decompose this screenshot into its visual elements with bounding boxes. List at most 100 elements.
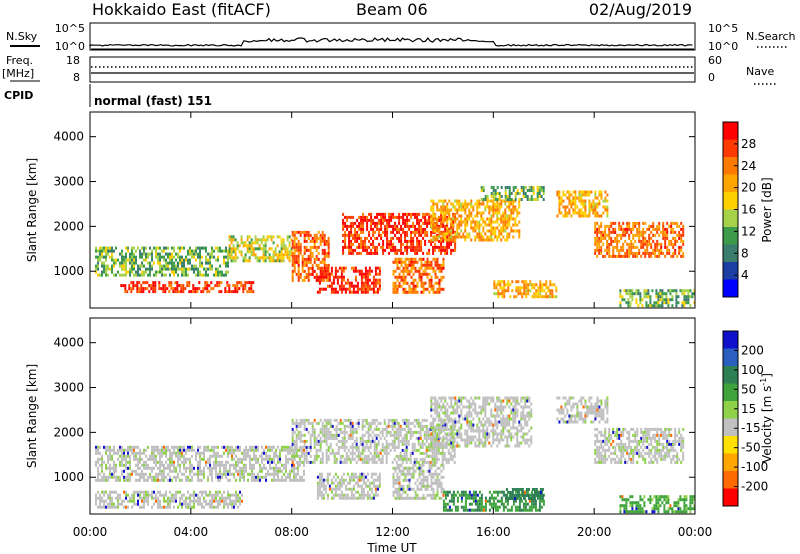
- power-cell: [444, 251, 447, 255]
- power-cell: [638, 224, 641, 228]
- power-cell: [406, 212, 409, 216]
- velocity-cell: [379, 436, 382, 440]
- velocity-cell: [291, 445, 293, 449]
- velocity-cell: [177, 475, 179, 479]
- power-cell: [103, 267, 105, 271]
- power-cell: [370, 251, 373, 255]
- velocity-cell: [324, 490, 327, 494]
- power-cell: [517, 289, 520, 293]
- power-cell: [507, 289, 510, 293]
- velocity-cell: [375, 436, 378, 440]
- velocity-cell: [107, 496, 109, 500]
- velocity-cell: [197, 469, 199, 473]
- power-cell: [436, 233, 439, 237]
- velocity-cell: [235, 502, 237, 506]
- power-cell: [404, 281, 407, 285]
- power-cell: [630, 248, 633, 252]
- power-cell: [328, 278, 331, 282]
- power-cell: [366, 251, 369, 255]
- power-cell: [648, 251, 651, 255]
- velocity-cell: [155, 475, 157, 479]
- power-cell: [592, 202, 595, 206]
- velocity-cell: [251, 445, 253, 449]
- velocity-cell: [211, 466, 213, 470]
- power-cell: [392, 284, 395, 288]
- power-cell: [677, 295, 680, 299]
- velocity-cell: [265, 466, 267, 470]
- velocity-cell: [409, 460, 412, 464]
- velocity-cell: [187, 505, 189, 509]
- power-cell: [502, 199, 505, 203]
- velocity-cell: [297, 454, 300, 458]
- power-cell: [129, 273, 131, 277]
- power-cell: [128, 287, 131, 291]
- power-cell: [368, 212, 371, 216]
- power-cell: [594, 221, 597, 225]
- velocity-cell: [177, 463, 179, 467]
- power-cell: [127, 249, 129, 253]
- power-cell: [456, 199, 459, 203]
- power-cell: [264, 250, 267, 254]
- power-cell: [527, 286, 530, 290]
- power-cell: [181, 270, 183, 274]
- power-cell: [412, 230, 415, 234]
- power-cell: [374, 278, 377, 282]
- power-cell: [527, 283, 530, 287]
- power-cell: [549, 289, 552, 293]
- velocity-cell: [335, 436, 338, 440]
- velocity-cell: [273, 472, 275, 476]
- velocity-cell: [347, 424, 350, 428]
- power-cell: [652, 251, 655, 255]
- power-cell: [211, 249, 213, 253]
- power-cell: [209, 267, 211, 271]
- power-cell: [322, 278, 325, 282]
- power-cell: [598, 224, 601, 228]
- power-cell: [596, 239, 599, 243]
- power-cell: [432, 248, 435, 252]
- power-cell: [560, 202, 563, 206]
- velocity-cell: [297, 436, 300, 440]
- power-cell: [442, 224, 445, 228]
- velocity-cell: [159, 454, 161, 458]
- power-cell: [671, 289, 674, 293]
- power-cell: [646, 227, 649, 231]
- power-cell: [147, 252, 149, 256]
- power-cell: [139, 264, 141, 268]
- velocity-cell: [299, 460, 301, 464]
- power-cell: [360, 290, 363, 294]
- power-cell: [628, 224, 631, 228]
- velocity-cell: [209, 457, 211, 461]
- power-cell: [551, 283, 554, 287]
- velocity-cell: [341, 436, 344, 440]
- velocity-cell: [231, 463, 233, 467]
- power-cell: [386, 245, 389, 249]
- power-cell: [386, 224, 389, 228]
- power-cell: [452, 221, 455, 225]
- power-cell: [632, 245, 635, 249]
- velocity-cell: [187, 445, 189, 449]
- power-cell: [177, 246, 179, 250]
- velocity-cell: [203, 490, 205, 494]
- velocity-cell: [125, 478, 127, 482]
- noise-tick-right-top: 10^5: [708, 22, 738, 35]
- velocity-cell: [399, 427, 402, 431]
- velocity-cell: [97, 448, 99, 452]
- velocity-cell: [453, 454, 456, 458]
- velocity-cell: [111, 499, 113, 503]
- power-cell: [205, 270, 207, 274]
- velocity-cell: [343, 430, 346, 434]
- power-cell: [141, 246, 143, 250]
- power-cell: [442, 257, 445, 261]
- velocity-cell: [233, 463, 235, 467]
- velocity-cell: [117, 502, 119, 506]
- power-cell: [352, 248, 355, 252]
- power-cell: [248, 241, 251, 245]
- power-cell: [360, 278, 363, 282]
- velocity-cell: [111, 505, 113, 509]
- power-cell: [508, 235, 511, 239]
- power-cell: [392, 248, 395, 252]
- power-cell: [368, 284, 371, 288]
- velocity-cell: [329, 430, 332, 434]
- power-cell: [130, 281, 133, 285]
- velocity-cell: [297, 463, 299, 467]
